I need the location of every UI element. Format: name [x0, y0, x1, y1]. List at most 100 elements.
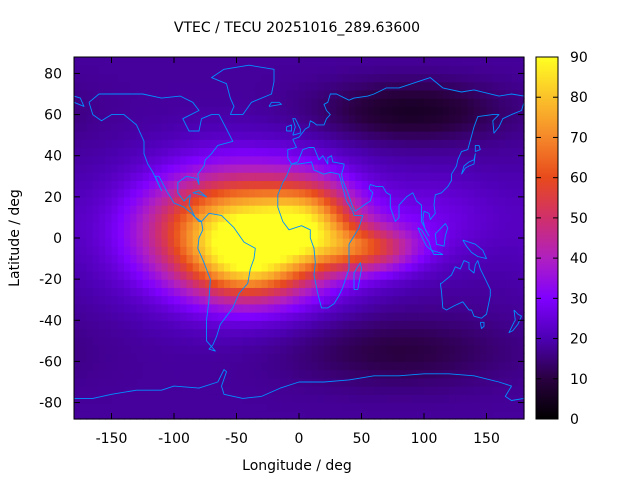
heatmap-cell: [186, 344, 194, 354]
heatmap-cell: [249, 320, 256, 330]
heatmap-cell: [467, 246, 475, 256]
colorbar-tick-label: 70: [570, 130, 588, 146]
heatmap-cell: [467, 73, 475, 83]
heatmap-cell: [317, 312, 325, 321]
heatmap-cell: [142, 254, 150, 264]
heatmap-cell: [511, 287, 519, 297]
heatmap-cell: [467, 106, 475, 116]
heatmap-cell: [155, 106, 163, 116]
heatmap-cell: [274, 361, 281, 371]
heatmap-cell: [492, 287, 500, 297]
heatmap-cell: [499, 328, 506, 338]
heatmap-cell: [230, 196, 238, 206]
heatmap-cell: [174, 196, 181, 206]
heatmap-cell: [80, 303, 88, 313]
heatmap-cell: [180, 57, 188, 66]
heatmap-cell: [217, 246, 225, 256]
heatmap-cell: [342, 254, 350, 264]
heatmap-cell: [342, 57, 350, 66]
heatmap-cell: [492, 402, 500, 412]
heatmap-cell: [274, 394, 281, 404]
heatmap-cell: [411, 73, 419, 83]
heatmap-cell: [436, 238, 444, 247]
heatmap-cell: [436, 303, 444, 313]
heatmap-cell: [130, 410, 138, 420]
heatmap-cell: [186, 254, 194, 264]
heatmap-cell: [317, 139, 325, 149]
heatmap-cell: [86, 57, 94, 66]
heatmap-cell: [399, 410, 406, 420]
heatmap-cell: [274, 369, 281, 379]
heatmap-cell: [417, 131, 425, 140]
heatmap-cell: [280, 262, 288, 272]
heatmap-cell: [311, 369, 319, 379]
heatmap-cell: [499, 172, 506, 182]
heatmap-cell: [249, 238, 256, 247]
heatmap-cell: [224, 172, 231, 182]
heatmap-cell: [499, 163, 506, 173]
heatmap-cell: [249, 402, 256, 412]
heatmap-cell: [130, 205, 138, 214]
heatmap-cell: [292, 377, 300, 387]
heatmap-cell: [92, 131, 100, 140]
heatmap-cell: [105, 147, 113, 157]
heatmap-cell: [224, 377, 231, 387]
heatmap-cell: [292, 73, 300, 83]
heatmap-cell: [124, 172, 131, 182]
heatmap-cell: [186, 369, 194, 379]
heatmap-cell: [380, 147, 388, 157]
heatmap-cell: [499, 402, 506, 412]
heatmap-cell: [367, 279, 375, 288]
heatmap-cell: [217, 229, 225, 239]
heatmap-cell: [411, 213, 419, 223]
heatmap-cell: [117, 353, 125, 363]
heatmap-cell: [461, 246, 469, 256]
y-tick-label: -60: [39, 354, 62, 370]
heatmap-cell: [311, 221, 319, 231]
heatmap-cell: [149, 246, 156, 256]
heatmap-cell: [436, 106, 444, 116]
heatmap-cell: [86, 122, 94, 132]
heatmap-cell: [480, 386, 488, 395]
heatmap-cell: [305, 320, 313, 330]
heatmap-cell: [74, 73, 81, 83]
heatmap-cell: [374, 163, 381, 173]
heatmap-cell: [305, 196, 313, 206]
heatmap-cell: [436, 172, 444, 182]
heatmap-cell: [386, 139, 394, 149]
heatmap-cell: [442, 89, 450, 99]
heatmap-cell: [436, 73, 444, 83]
heatmap-cell: [455, 279, 463, 288]
heatmap-cell: [167, 336, 175, 346]
heatmap-cell: [324, 73, 331, 83]
heatmap-cell: [380, 344, 388, 354]
heatmap-cell: [436, 312, 444, 321]
heatmap-cell: [374, 295, 381, 305]
heatmap-cell: [380, 402, 388, 412]
heatmap-cell: [124, 139, 131, 149]
heatmap-cell: [392, 98, 400, 107]
heatmap-cell: [492, 73, 500, 83]
heatmap-cell: [74, 163, 81, 173]
colorbar-tick-label: 50: [570, 211, 588, 227]
heatmap-cell: [399, 246, 406, 256]
heatmap-cell: [105, 122, 113, 132]
heatmap-cell: [92, 89, 100, 99]
heatmap-cell: [149, 238, 156, 247]
heatmap-cell: [386, 205, 394, 214]
heatmap-cell: [442, 221, 450, 231]
heatmap-cell: [236, 386, 244, 395]
heatmap-cell: [205, 262, 213, 272]
heatmap-cell: [236, 147, 244, 157]
heatmap-cell: [80, 295, 88, 305]
heatmap-cell: [199, 287, 206, 297]
heatmap-cell: [424, 254, 431, 264]
heatmap-cell: [411, 188, 419, 198]
heatmap-cell: [149, 114, 156, 124]
heatmap-cell: [130, 394, 138, 404]
heatmap-cell: [230, 147, 238, 157]
heatmap-cell: [180, 303, 188, 313]
heatmap-cell: [505, 147, 513, 157]
heatmap-cell: [186, 303, 194, 313]
heatmap-cell: [211, 386, 219, 395]
